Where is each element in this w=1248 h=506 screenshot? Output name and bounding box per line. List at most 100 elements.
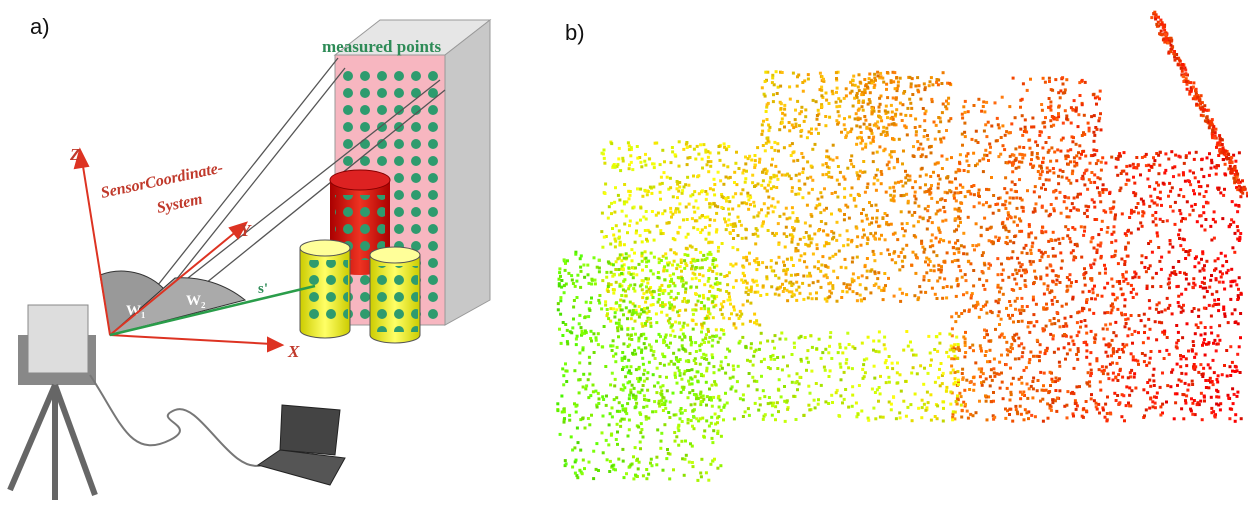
cloud-point [945, 251, 949, 255]
cloud-point [936, 83, 940, 87]
cloud-point [1065, 114, 1069, 118]
cloud-point [1025, 411, 1029, 415]
cloud-point [563, 417, 566, 421]
cloud-point [1032, 190, 1036, 194]
cloud-point [1174, 272, 1178, 276]
cloud-point [804, 115, 808, 119]
cloud-point [787, 374, 791, 378]
cloud-point [693, 272, 697, 276]
cloud-point [621, 351, 625, 354]
cloud-point [956, 394, 959, 398]
cloud-point [745, 202, 749, 206]
cloud-point [819, 356, 823, 360]
cloud-point [665, 175, 669, 179]
cloud-point [718, 158, 722, 162]
cloud-point [1033, 207, 1037, 211]
cloud-point [1080, 255, 1084, 259]
cloud-point [1151, 400, 1155, 404]
cloud-point [843, 177, 847, 181]
cloud-point [894, 123, 898, 127]
cloud-point [671, 329, 675, 333]
cloud-point [1205, 342, 1208, 346]
cloud-point [1097, 191, 1101, 195]
cloud-point [691, 465, 695, 469]
cloud-point [1000, 353, 1003, 357]
cloud-point [677, 348, 681, 352]
cloud-point [941, 219, 945, 223]
cloud-point [707, 329, 710, 333]
cloud-point [1043, 250, 1047, 254]
cloud-point [966, 170, 970, 174]
cloud-point [912, 353, 915, 357]
cloud-point [934, 123, 938, 127]
cloud-point [871, 160, 875, 164]
cloud-point [1035, 354, 1039, 358]
cloud-point [1204, 379, 1208, 382]
box-side [444, 18, 491, 326]
cloud-point [855, 255, 859, 259]
cloud-point [693, 259, 697, 263]
cloud-point [930, 184, 933, 187]
cloud-point [1089, 351, 1093, 355]
cloud-point [1201, 343, 1204, 347]
cloud-point [877, 386, 881, 389]
cloud-point [1223, 172, 1227, 176]
cloud-point [694, 248, 698, 251]
cloud-point [642, 379, 646, 383]
cloud-point [671, 391, 675, 395]
cloud-point [622, 263, 626, 267]
cloud-point [700, 258, 704, 262]
cloud-point [712, 429, 716, 433]
cloud-point [714, 303, 718, 307]
cloud-point [607, 443, 611, 447]
cloud-point [873, 270, 877, 274]
cloud-point [592, 256, 596, 260]
cloud-point [1239, 417, 1243, 421]
cloud-point [960, 312, 964, 315]
cloud-point [848, 91, 852, 95]
cloud-point [616, 163, 620, 167]
cloud-point [957, 209, 961, 213]
cloud-point [982, 380, 986, 384]
cloud-point [672, 305, 676, 309]
cloud-point [590, 339, 593, 343]
cloud-point [776, 85, 780, 89]
cloud-point [984, 148, 988, 152]
cloud-point [672, 281, 676, 285]
cloud-point [936, 186, 940, 190]
cloud-point [640, 322, 644, 326]
cloud-point [757, 211, 761, 215]
cloud-point [1150, 16, 1154, 20]
cloud-point [1011, 347, 1014, 351]
cloud-point [764, 171, 768, 175]
cloud-point [747, 198, 751, 202]
cloud-point [751, 232, 755, 236]
cloud-point [633, 251, 636, 255]
cloud-point [815, 347, 819, 351]
cloud-point [620, 327, 624, 331]
cloud-point [747, 372, 751, 375]
cloud-point [719, 308, 723, 312]
cloud-point [1202, 295, 1206, 299]
cloud-point [897, 254, 901, 258]
cloud-point [748, 262, 751, 266]
cloud-point [1089, 374, 1093, 378]
cloud-point [579, 326, 583, 330]
cloud-point [998, 196, 1002, 200]
cloud-point [1032, 125, 1036, 129]
cloud-point [1167, 277, 1171, 281]
cloud-point [982, 129, 986, 133]
cloud-point [1128, 371, 1132, 375]
cloud-point [956, 357, 960, 360]
cloud-point [1152, 162, 1156, 166]
cloud-point [989, 339, 993, 343]
cloud-point [1175, 392, 1179, 396]
cloud-point [1030, 151, 1034, 155]
cloud-point [632, 396, 636, 400]
cloud-point [720, 195, 724, 199]
cloud-point [649, 286, 653, 289]
cloud-point [637, 339, 641, 343]
cloud-point [787, 290, 791, 294]
cloud-point [629, 365, 633, 369]
cloud-point [1024, 366, 1028, 370]
